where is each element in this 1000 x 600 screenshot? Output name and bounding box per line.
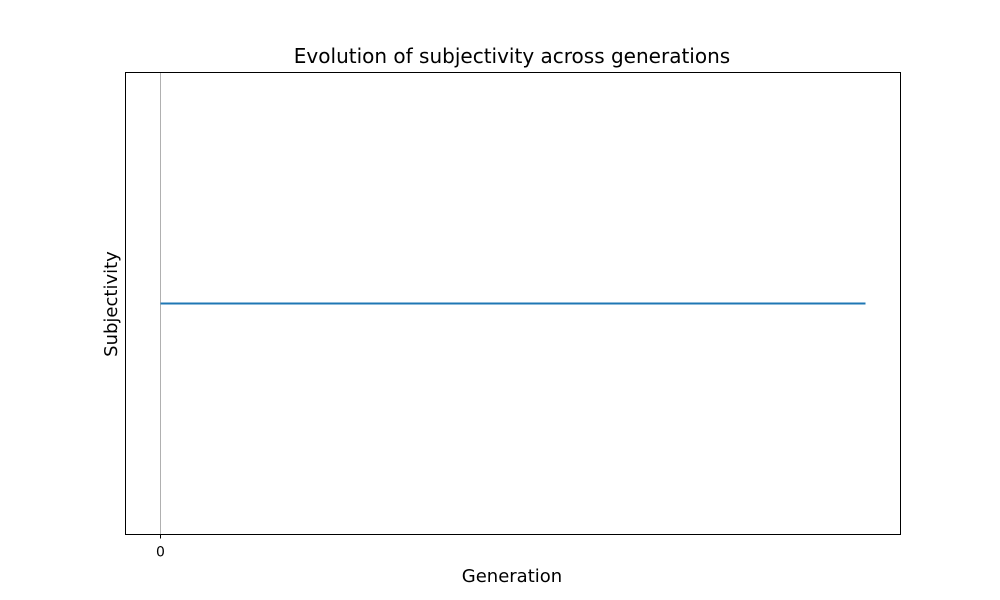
plot-frame [125,72,901,535]
x-tick-label: 0 [156,545,165,561]
x-axis-label: Generation [462,566,562,587]
x-axis-ticks: 0 [156,534,165,561]
chart-title: Evolution of subjectivity across generat… [294,44,730,68]
y-axis-label: Subjectivity [101,251,122,357]
